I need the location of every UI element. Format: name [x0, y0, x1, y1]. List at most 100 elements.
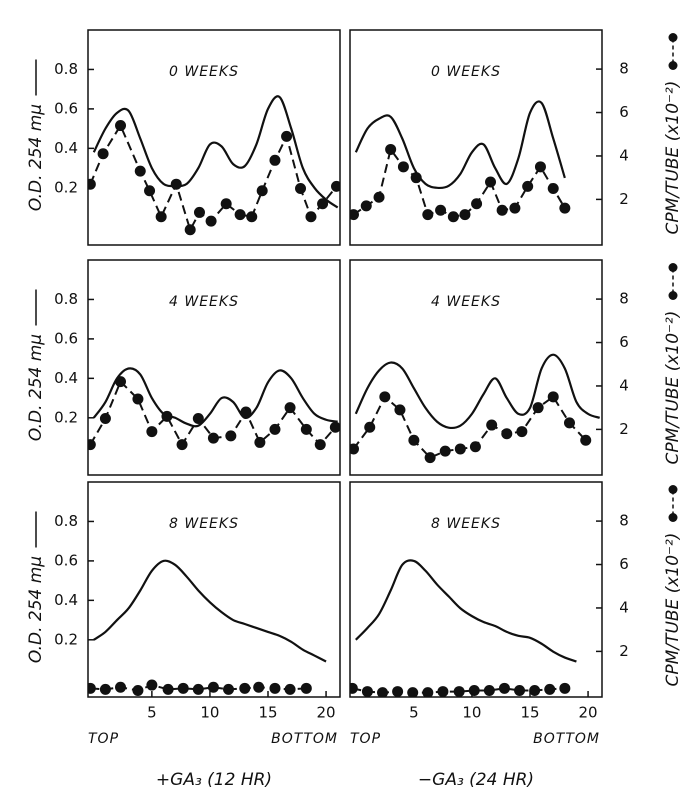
plot-area	[88, 559, 327, 696]
cpm-dot	[437, 686, 449, 697]
cpm-dot	[454, 443, 466, 455]
y-tick-label: 0.2	[54, 408, 78, 426]
cpm-dot	[559, 202, 571, 214]
y-tick-label: 0.2	[54, 178, 78, 196]
cpm-dot	[207, 432, 219, 444]
cpm-dot	[350, 443, 359, 455]
panel-frame	[87, 481, 341, 698]
cpm-dot	[379, 391, 391, 403]
y-tick-label: 0.4	[54, 139, 78, 157]
y-tick-label: 0.2	[54, 630, 78, 648]
cpm-dot	[361, 686, 373, 697]
cpm-dot	[350, 209, 359, 221]
y2-tick-label: 6	[619, 333, 629, 351]
y2-tick-label: 4	[619, 598, 629, 616]
x-tick-label: 20	[317, 704, 336, 722]
cpm-dot	[394, 404, 406, 416]
cpm-dot	[254, 436, 266, 448]
cpm-dot	[496, 204, 508, 216]
cpm-dot	[453, 686, 465, 697]
cpm-dot	[240, 406, 252, 418]
od-line	[354, 353, 601, 430]
cpm-dot	[435, 204, 447, 216]
od-line	[92, 95, 339, 209]
y2-tick-label: 6	[619, 555, 629, 573]
plot-area	[88, 95, 340, 236]
cpm-dot	[144, 185, 156, 197]
od-line	[92, 367, 338, 428]
y2-tick-label: 8	[619, 290, 629, 308]
panel-title: 4 WEEKS	[169, 294, 239, 310]
cpm-dot	[177, 682, 189, 694]
y-tick-label: 0.6	[54, 329, 78, 347]
cpm-dot	[447, 211, 459, 223]
y-tick-label: 0.4	[54, 591, 78, 609]
y-axis-label: O.D. 254 mμ	[26, 334, 46, 441]
y2-label-symbol-dot	[668, 485, 678, 494]
cpm-dot	[300, 682, 312, 694]
cpm-dot	[99, 413, 111, 425]
cpm-dot	[239, 682, 251, 694]
y2-tick-label: 6	[619, 103, 629, 121]
cpm-dot	[498, 682, 510, 694]
panel-title: 8 WEEKS	[169, 516, 239, 532]
cpm-dot	[469, 441, 481, 453]
cpm-line	[352, 147, 566, 218]
cpm-dot	[284, 402, 296, 414]
x-tick-label: 5	[409, 704, 419, 722]
od-line	[355, 559, 577, 663]
cpm-dot	[234, 209, 246, 221]
cpm-dot	[295, 183, 307, 195]
cpm-dot	[317, 198, 329, 210]
plot-area	[88, 367, 340, 451]
y2-tick-label: 8	[619, 60, 629, 78]
y2-label-symbol-dot	[668, 61, 678, 70]
x-tick-label: 10	[462, 704, 481, 722]
cpm-dot	[486, 419, 498, 431]
x-start-label: TOP	[350, 731, 381, 747]
cpm-dot	[205, 215, 217, 227]
x-end-label: BOTTOM	[533, 731, 600, 747]
x-tick-label: 15	[520, 704, 539, 722]
cpm-dot	[580, 434, 592, 446]
y-axis-label: O.D. 254 mμ	[26, 556, 46, 663]
cpm-dot	[516, 426, 528, 438]
cpm-dot	[424, 452, 436, 464]
cpm-dot	[132, 393, 144, 405]
panel-title: 8 WEEKS	[431, 516, 501, 532]
cpm-dot	[284, 683, 296, 695]
cpm-dot	[170, 178, 182, 190]
cpm-dot	[331, 180, 340, 192]
cpm-dot	[364, 421, 376, 433]
cpm-dot	[360, 200, 372, 212]
cpm-dot	[132, 684, 144, 696]
cpm-dot	[115, 681, 127, 693]
cpm-dot	[485, 176, 497, 188]
cpm-dot	[161, 410, 173, 422]
y2-tick-label: 4	[619, 146, 629, 164]
cpm-dot	[88, 178, 96, 190]
y2-axis-label: CPM/TUBE (x10⁻²)	[663, 533, 683, 687]
cpm-dot	[115, 120, 127, 132]
y-tick-label: 0.8	[54, 290, 78, 308]
cpm-dot	[192, 413, 204, 425]
y2-label-symbol-dot	[668, 513, 678, 522]
cpm-dot	[377, 687, 389, 697]
cpm-dot	[471, 198, 483, 210]
y2-axis-label: CPM/TUBE (x10⁻²)	[663, 311, 683, 465]
y2-label-symbol-dot	[668, 33, 678, 42]
y2-axis-label: CPM/TUBE (x10⁻²)	[663, 81, 683, 235]
cpm-dot	[115, 376, 127, 388]
x-tick-label: 5	[147, 704, 157, 722]
cpm-dot	[88, 439, 96, 451]
y2-tick-label: 2	[619, 420, 629, 438]
panel-title: 4 WEEKS	[431, 294, 501, 310]
cpm-dot	[514, 684, 526, 696]
y2-tick-label: 8	[619, 512, 629, 530]
cpm-dot	[563, 417, 575, 429]
cpm-dot	[256, 185, 268, 197]
x-tick-label: 20	[579, 704, 598, 722]
cpm-dot	[253, 681, 265, 693]
y-tick-label: 0.4	[54, 369, 78, 387]
